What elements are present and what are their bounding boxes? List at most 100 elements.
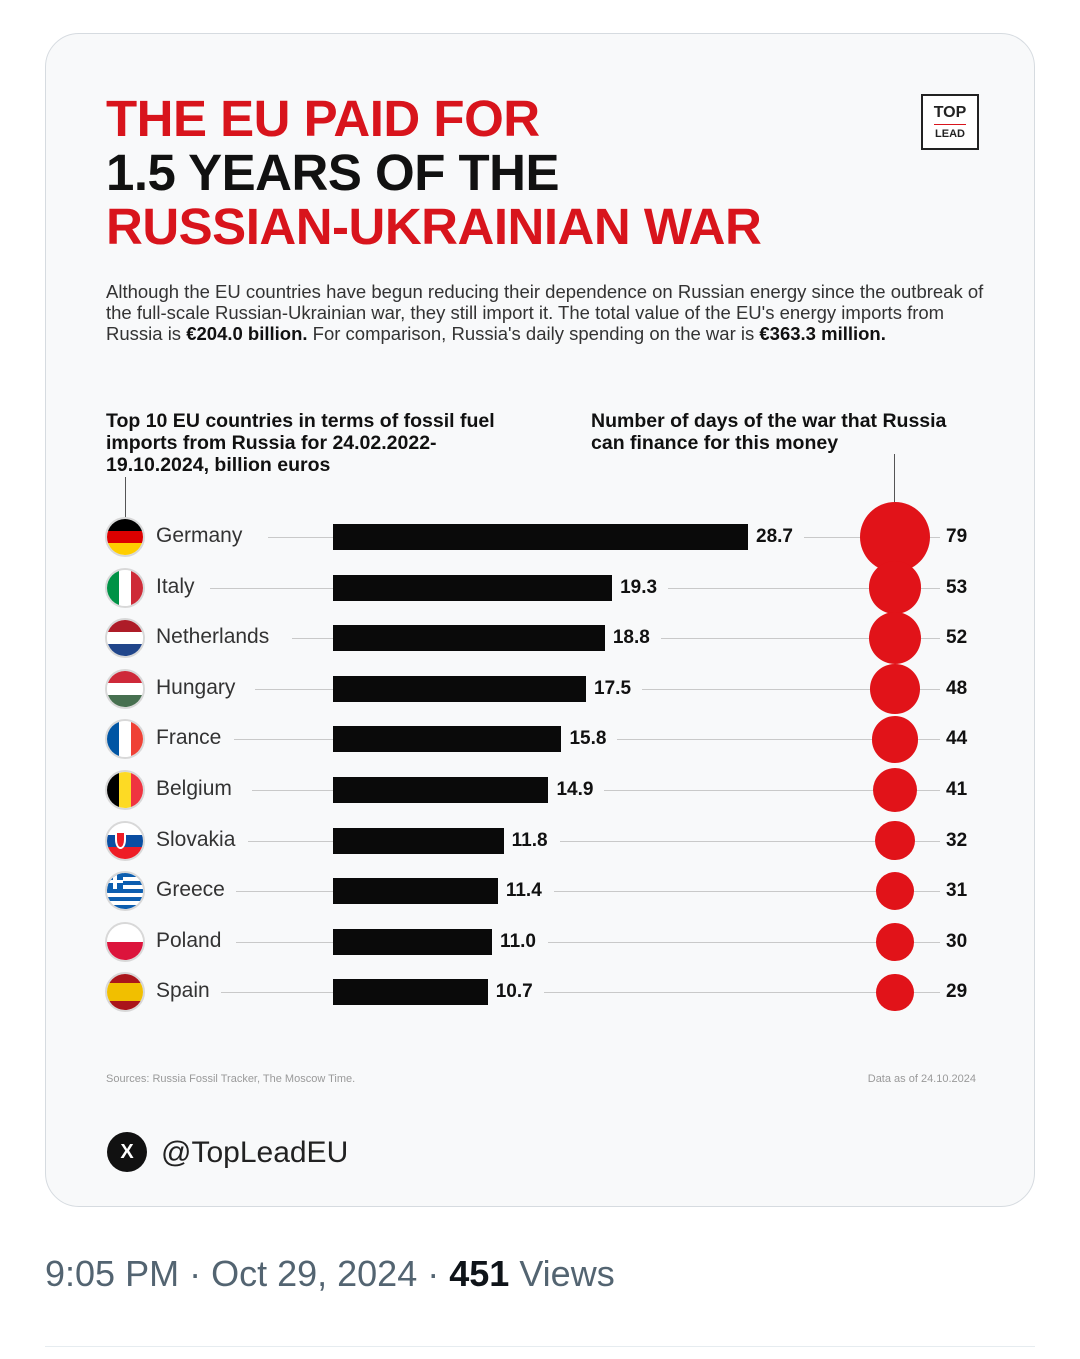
- bar-value-netherlands: 18.8: [612, 627, 650, 649]
- bar-hungary: [333, 675, 587, 702]
- guide-line: [617, 739, 940, 741]
- title-line-1: THE EU PAID FOR: [106, 90, 540, 147]
- bar-france: [333, 726, 562, 753]
- flag-italy-icon: [105, 567, 145, 608]
- bar-greece: [333, 878, 498, 905]
- days-bubble-germany: [860, 502, 930, 572]
- days-value-slovakia: 32: [946, 829, 968, 851]
- bar-value-belgium: 14.9: [556, 779, 594, 800]
- guide-line: [548, 941, 940, 943]
- country-label-poland: Poland: [156, 928, 222, 952]
- country-label-italy: Italy: [156, 574, 195, 598]
- guide-line: [236, 891, 333, 893]
- days-bubble-hungary: [870, 664, 920, 714]
- title-line-2: 1.5 YEARS OF THE: [106, 144, 560, 201]
- sources-note: Sources: Russia Fossil Tracker, The Mosc…: [106, 1073, 356, 1085]
- bar-value-greece: 11.4: [505, 880, 542, 902]
- divider: [45, 1346, 1035, 1347]
- tweet-date[interactable]: Oct 29, 2024: [211, 1253, 418, 1294]
- flag-spain-icon: [105, 972, 145, 1013]
- chart-title: Top 10 EU countries in terms of fossil f…: [106, 410, 495, 476]
- bar-value-germany: 28.7: [756, 526, 793, 547]
- days-bubble-slovakia: [875, 821, 915, 861]
- guide-line: [660, 638, 940, 640]
- country-label-greece: Greece: [156, 878, 225, 902]
- days-value-poland: 30: [946, 930, 968, 952]
- flag-belgium-icon: [105, 770, 145, 810]
- days-bubble-greece: [875, 871, 915, 911]
- account-handle[interactable]: @TopLeadEU: [161, 1136, 349, 1169]
- bar-poland: [333, 928, 493, 955]
- days-value-italy: 53: [946, 576, 968, 598]
- country-label-netherlands: Netherlands: [156, 625, 270, 649]
- bar-value-italy: 19.3: [620, 576, 658, 598]
- guide-line: [553, 891, 940, 893]
- top-lead-logo: TOP LEAD: [921, 94, 979, 150]
- days-value-greece: 31: [946, 880, 968, 902]
- right-pointer-line: [894, 454, 895, 502]
- bar-belgium: [333, 777, 549, 803]
- days-bubble-italy: [868, 561, 922, 615]
- country-label-france: France: [156, 726, 222, 750]
- country-label-belgium: Belgium: [156, 777, 232, 800]
- guide-line: [234, 739, 333, 741]
- infographic-card[interactable]: THE EU PAID FOR 1.5 YEARS OF THE RUSSIAN…: [45, 33, 1035, 1207]
- days-value-spain: 29: [946, 981, 968, 1003]
- x-logo-icon: X: [107, 1132, 147, 1172]
- days-column-title: Number of days of the war that Russia ca…: [591, 410, 947, 454]
- guide-line: [268, 537, 333, 538]
- days-value-belgium: 41: [946, 779, 968, 800]
- guide-line: [210, 587, 333, 589]
- flag-greece-icon: [105, 871, 145, 912]
- days-bubble-belgium: [872, 767, 918, 813]
- days-bubble-spain: [876, 973, 914, 1011]
- flag-poland-icon: [105, 921, 145, 962]
- country-label-spain: Spain: [156, 979, 210, 1003]
- data-date-note: Data as of 24.10.2024: [867, 1073, 976, 1085]
- guide-line: [642, 688, 940, 690]
- guide-line: [559, 840, 940, 842]
- flag-hungary-icon: [105, 668, 145, 709]
- bar-value-spain: 10.7: [495, 981, 533, 1003]
- guide-line: [604, 790, 940, 791]
- daily-spending: €363.3 million.: [759, 323, 886, 344]
- country-label-slovakia: Slovakia: [156, 827, 236, 851]
- flag-slovakia-icon: [105, 820, 145, 861]
- guide-line: [221, 992, 333, 994]
- infographic-title: THE EU PAID FOR 1.5 YEARS OF THE RUSSIAN…: [106, 90, 762, 255]
- guide-line: [543, 992, 940, 994]
- bar-spain: [333, 979, 488, 1006]
- views-label: Views: [519, 1253, 615, 1294]
- guide-line: [236, 941, 333, 943]
- days-bubble-poland: [876, 922, 914, 961]
- flag-germany-icon: [105, 517, 145, 557]
- country-label-hungary: Hungary: [156, 675, 236, 699]
- tweet-time[interactable]: 9:05 PM: [45, 1253, 180, 1294]
- bar-netherlands: [333, 625, 605, 652]
- guide-line: [252, 790, 333, 791]
- flag-netherlands-icon: [105, 618, 145, 659]
- days-bubble-france: [871, 715, 919, 763]
- total-value: €204.0 billion.: [186, 323, 308, 344]
- country-label-germany: Germany: [156, 524, 243, 547]
- guide-line: [668, 587, 940, 589]
- days-value-france: 44: [946, 728, 968, 750]
- bar-value-hungary: 17.5: [594, 677, 632, 699]
- bar-slovakia: [333, 827, 504, 854]
- tweet-meta: 9:05 PM · Oct 29, 2024 · 451 Views: [45, 1253, 615, 1294]
- guide-line: [292, 638, 333, 640]
- bar-value-france: 15.8: [569, 728, 607, 750]
- bar-value-slovakia: 11.8: [511, 829, 548, 851]
- views-count: 451: [449, 1253, 510, 1294]
- bar-value-poland: 11.0: [500, 930, 536, 952]
- flag-france-icon: [105, 719, 145, 760]
- guide-line: [255, 688, 333, 690]
- bar-italy: [333, 574, 613, 601]
- days-value-hungary: 48: [946, 677, 968, 699]
- title-line-3: RUSSIAN-UKRAINIAN WAR: [106, 198, 762, 255]
- days-value-netherlands: 52: [946, 627, 968, 649]
- guide-line: [248, 840, 333, 842]
- left-pointer-line: [125, 477, 126, 519]
- days-value-germany: 79: [946, 526, 968, 547]
- bar-germany: [333, 524, 748, 550]
